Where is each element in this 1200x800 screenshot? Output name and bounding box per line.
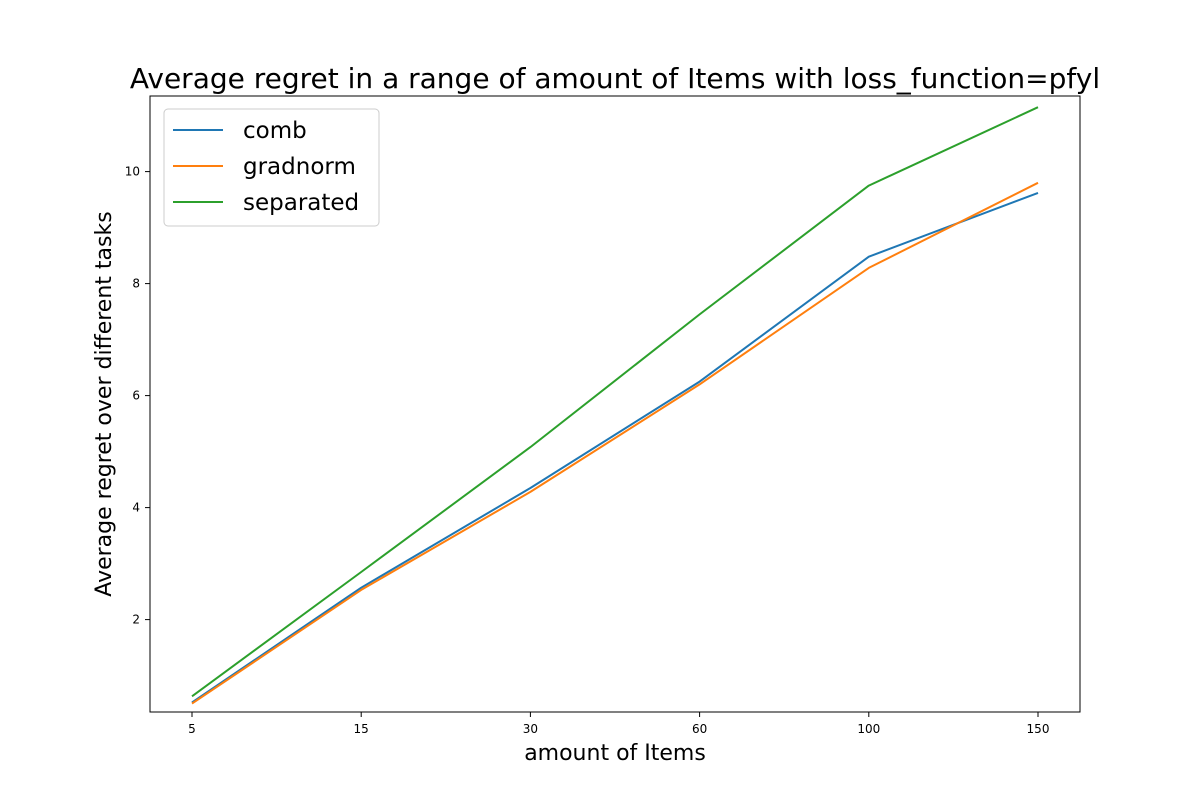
- axis-ticks: 5 15 30 60 100 150 2 4 6 8 10: [125, 165, 1050, 736]
- y-axis-label: Average regret over different tasks: [92, 211, 117, 596]
- legend-label-comb: comb: [243, 118, 307, 144]
- chart-title: Average regret in a range of amount of I…: [130, 62, 1100, 95]
- y-tick-label: 8: [132, 277, 140, 291]
- plot-frame: [149, 95, 1081, 713]
- y-tick-label: 6: [132, 389, 140, 403]
- x-axis-label: amount of Items: [524, 741, 706, 766]
- series-line-separated: [191, 106, 1039, 698]
- y-tick-label: 10: [125, 165, 140, 179]
- x-tick-label: 5: [188, 722, 196, 736]
- series-line-gradnorm: [191, 181, 1039, 705]
- plot-marks: [191, 106, 1039, 705]
- x-tick-label: 150: [1027, 722, 1050, 736]
- legend-label-gradnorm: gradnorm: [243, 154, 356, 180]
- x-tick-label: 30: [523, 722, 538, 736]
- y-tick-label: 2: [132, 613, 140, 627]
- x-tick-label: 60: [692, 722, 707, 736]
- legend-label-separated: separated: [243, 190, 359, 216]
- legend: comb gradnorm separated: [163, 108, 380, 227]
- legend-box: [163, 108, 380, 227]
- y-tick-label: 4: [132, 501, 140, 515]
- series-line-comb: [191, 191, 1039, 704]
- x-tick-label: 15: [354, 722, 369, 736]
- x-tick-label: 100: [857, 722, 880, 736]
